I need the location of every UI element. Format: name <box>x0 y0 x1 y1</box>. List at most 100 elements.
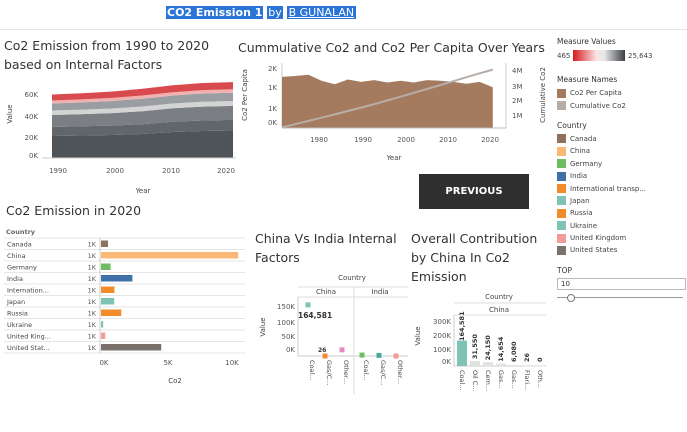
previous-button[interactable]: PREVIOUS <box>419 174 529 209</box>
cumulative-ylabel-right: Cumulative Co2 <box>539 67 547 123</box>
legend-item-russia[interactable]: Russia <box>557 207 685 219</box>
emission2020-bar <box>101 240 109 247</box>
legend-item-united-states[interactable]: United States <box>557 244 685 256</box>
area-xtick: 1990 <box>49 167 67 175</box>
area-series-3 <box>52 101 233 115</box>
overall-xcat: Cem... <box>484 370 492 391</box>
emission2020-rows: Canada 1K China 1K Germany 1K India 1K Internati… <box>4 237 245 354</box>
legend-item-per-capita[interactable]: Co2 Per Capita <box>557 87 685 99</box>
overall-ytick: 0K <box>442 358 451 366</box>
china-india-points: 164,581 26 <box>298 302 399 359</box>
china-india-country-china: China <box>316 288 336 296</box>
emission2020-country-label: Japan <box>6 298 25 306</box>
legend-item-india[interactable]: India <box>557 170 685 182</box>
overall-ytick: 100K <box>433 346 451 354</box>
cumulative-ytick-right: 2M <box>512 97 523 105</box>
china-india-point <box>376 352 382 358</box>
overall-xcat: Gas... <box>510 370 518 389</box>
top-slider[interactable] <box>557 293 683 303</box>
emission2020-chart[interactable]: Country Canada 1K China 1K Germany 1K India 1K I… <box>0 222 250 394</box>
china-india-title-line-2: Factors <box>255 250 300 265</box>
legend-swatch <box>557 171 566 181</box>
emission2020-country-label: Internation... <box>7 287 49 295</box>
cumulative-xtick: 2010 <box>439 136 457 144</box>
measure-values-min: 465 <box>557 51 571 60</box>
legend-item-international[interactable]: International transp... <box>557 182 685 194</box>
area-ytick: 0K <box>29 152 38 160</box>
top-slider-thumb[interactable] <box>566 293 575 302</box>
emission2020-bar <box>101 275 133 282</box>
legend-label: Co2 Per Capita <box>570 89 622 98</box>
area-series-5 <box>52 89 233 104</box>
cumulative-chart[interactable]: Co2 Per Capita 2K 1K 1K 0K 4M 3M 2M 1M C… <box>236 60 554 168</box>
emission2020-country-label: Canada <box>7 241 32 249</box>
measure-names-list: Co2 Per Capita Cumulative Co2 <box>557 87 685 112</box>
overall-country: China <box>489 306 509 314</box>
china-india-data-label: 26 <box>318 347 326 354</box>
cumulative-line <box>281 68 494 129</box>
legend-item-ukraine[interactable]: Ukraine <box>557 220 685 232</box>
overall-xcat: Oth... <box>536 370 544 388</box>
legend-item-japan[interactable]: Japan <box>557 195 685 207</box>
top-slider-track <box>557 296 683 298</box>
legend-item-germany[interactable]: Germany <box>557 158 685 170</box>
area-ytick: 40K <box>25 113 39 121</box>
china-india-title: China Vs India Internal Factors <box>255 229 397 267</box>
overall-data-label: 14,654 <box>497 336 505 362</box>
legend-label: International transp... <box>570 184 647 193</box>
area-title-line-1: Co2 Emission from 1990 to 2020 <box>4 38 210 53</box>
measure-names-title: Measure Names <box>557 75 618 84</box>
china-india-ytick: 0K <box>286 346 295 354</box>
overall-xcat: Gas... <box>497 370 505 389</box>
emission2020-bar <box>101 286 115 293</box>
overall-data-label: 6,080 <box>510 341 518 362</box>
china-india-ytick: 100K <box>277 319 295 327</box>
emission2020-value-label: 1K <box>88 321 97 329</box>
legend-label: India <box>570 172 588 181</box>
cumulative-ytick-left: 1K <box>268 84 277 92</box>
overall-title-line-2: by China In Co2 <box>411 250 510 265</box>
emission2020-country-label: United Stat... <box>7 344 50 352</box>
overall-title: Overall Contribution by China In Co2 Emi… <box>411 229 537 286</box>
measure-values-gradient <box>573 50 625 61</box>
legend-item-china[interactable]: China <box>557 145 685 157</box>
china-india-chart[interactable]: Country China India Value 150K 100K 50K … <box>250 270 410 395</box>
overall-bar <box>509 365 519 366</box>
cumulative-ytick-left: 0K <box>268 119 277 127</box>
emission2020-country-label: Russia <box>7 310 28 318</box>
overall-bar <box>483 362 493 366</box>
overall-chart[interactable]: Country China Value 300K 200K 100K 0K 16… <box>408 286 558 396</box>
cumulative-xtick: 2020 <box>481 136 499 144</box>
legend-panel: Measure Values 465 25,643 Measure Names … <box>557 37 686 303</box>
legend-label: Russia <box>570 209 593 218</box>
top-input[interactable]: 10 <box>557 277 686 290</box>
dashboard-title: CO2 Emission 1 <box>166 6 264 19</box>
cumulative-xtick: 1990 <box>354 136 372 144</box>
legend-swatch <box>557 146 566 156</box>
overall-header: Country <box>485 293 513 301</box>
emission2020-bar <box>101 344 162 351</box>
legend-item-united-kingdom[interactable]: United Kingdom <box>557 232 685 244</box>
measure-values-ramp[interactable]: 465 25,643 <box>557 49 685 62</box>
cumulative-plot <box>281 68 494 129</box>
area-chart[interactable]: Value 60K 40K 20K 0K 1990 2000 2010 2020… <box>0 80 240 198</box>
overall-ytick: 300K <box>433 318 451 326</box>
legend-item-cumulative[interactable]: Cumulative Co2 <box>557 99 685 111</box>
china-india-point <box>305 302 311 308</box>
author-link[interactable]: B GUNALAN <box>286 6 357 19</box>
legend-item-canada[interactable]: Canada <box>557 133 685 145</box>
area-series-1 <box>52 119 233 136</box>
legend-swatch <box>557 134 566 144</box>
overall-data-label: 31,550 <box>471 334 479 360</box>
area-ytick: 60K <box>25 91 39 99</box>
legend-label: Germany <box>570 159 603 168</box>
area-xtick: 2010 <box>162 167 180 175</box>
cumulative-xtick: 2000 <box>397 136 415 144</box>
by-label: by <box>267 6 283 19</box>
area-series-4 <box>52 92 233 111</box>
overall-data-label: 164,581 <box>458 311 466 341</box>
measure-values-title: Measure Values <box>557 37 616 46</box>
china-india-country-india: India <box>371 288 388 296</box>
area-plot <box>52 82 233 158</box>
cumulative-ytick-left: 2K <box>268 65 277 73</box>
